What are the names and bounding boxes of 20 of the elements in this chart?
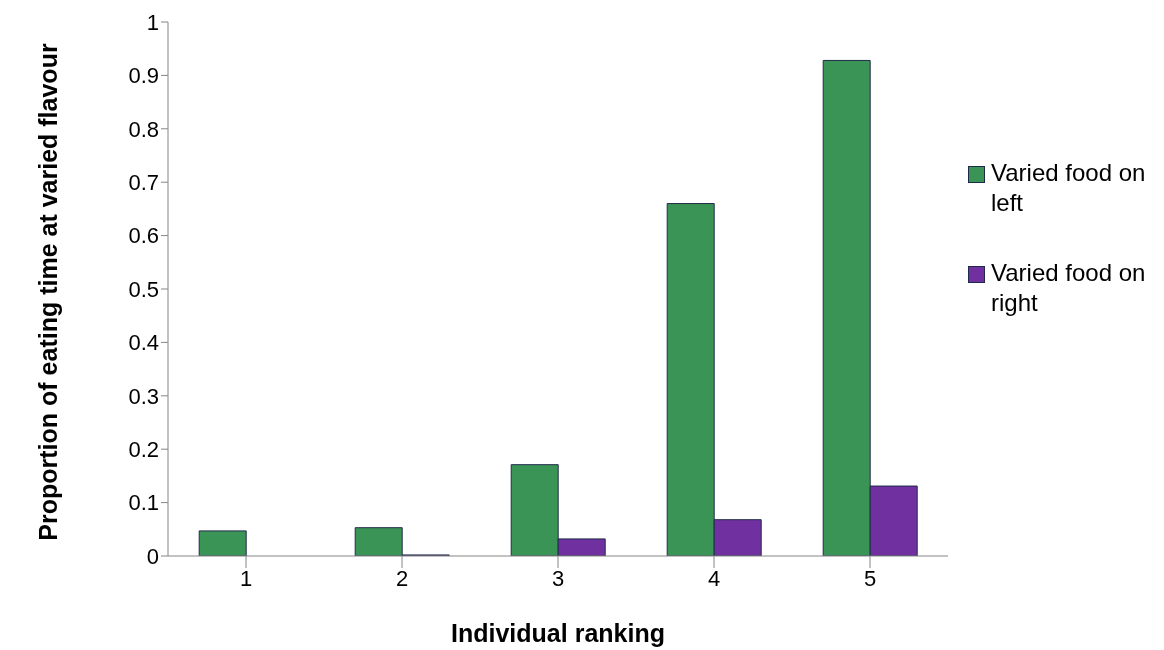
y-tick-label: 0.3 xyxy=(128,383,159,409)
y-tick-label: 0 xyxy=(146,543,159,569)
y-tick-label: 0.5 xyxy=(128,276,159,302)
y-tick-label: 0.2 xyxy=(128,437,159,463)
y-tick-label: 0.4 xyxy=(128,330,159,356)
y-tick-label: 0.7 xyxy=(128,170,159,196)
y-axis-title: Proportion of eating time at varied flavour xyxy=(33,42,63,543)
y-tick-label: 0.1 xyxy=(128,490,159,516)
x-tick-label: 1 xyxy=(239,565,253,591)
legend-label: Varied food on left xyxy=(991,158,1147,218)
x-tick-label: 2 xyxy=(395,565,409,591)
y-tick-label: 0.6 xyxy=(128,223,159,249)
x-tick-label: 3 xyxy=(551,565,565,591)
y-tick-label: 0.9 xyxy=(128,63,159,89)
y-tick-label: 0.8 xyxy=(128,116,159,142)
legend-label: Varied food on right xyxy=(991,258,1147,318)
y-tick-label: 1 xyxy=(146,9,159,35)
x-tick-label: 4 xyxy=(707,565,721,591)
x-axis-title: Individual ranking xyxy=(451,619,665,647)
x-tick-label: 5 xyxy=(863,565,877,591)
